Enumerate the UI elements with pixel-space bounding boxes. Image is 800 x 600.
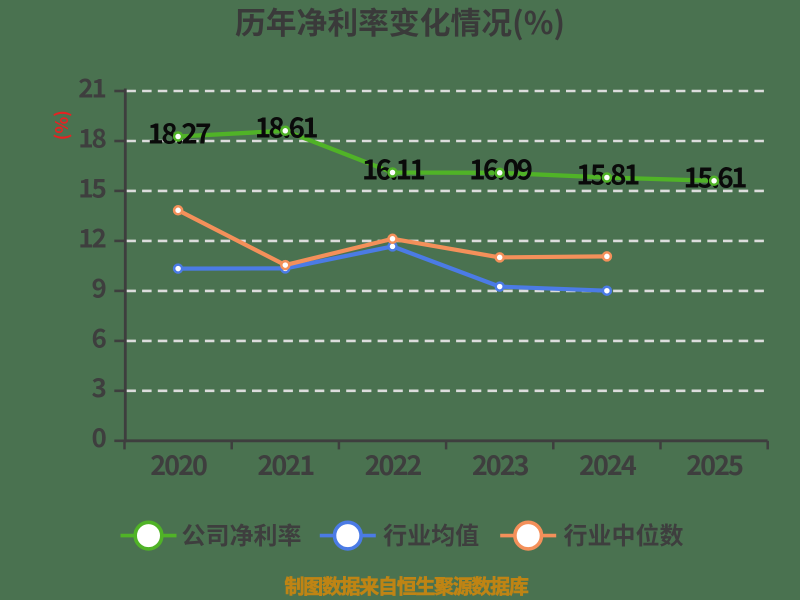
svg-text:2021: 2021 [257,444,314,483]
svg-text:行业中位数: 行业中位数 [564,516,684,551]
svg-text:18: 18 [78,118,106,155]
svg-text:2022: 2022 [365,444,422,483]
svg-text:2024: 2024 [579,444,637,483]
svg-text:2020: 2020 [150,444,207,483]
svg-text:2023: 2023 [472,444,529,483]
svg-text:2025: 2025 [686,444,743,483]
svg-text:公司净利率: 公司净利率 [182,516,302,551]
svg-text:12: 12 [78,218,105,255]
svg-text:(%): (%) [49,110,74,140]
svg-text:历年净利率变化情况(%): 历年净利率变化情况(%) [235,0,565,43]
svg-text:行业均值: 行业均值 [383,516,479,551]
svg-text:21: 21 [78,68,105,105]
svg-text:0: 0 [92,418,107,455]
svg-text:制图数据来自恒生聚源数据库: 制图数据来自恒生聚源数据库 [284,571,528,600]
svg-text:6: 6 [92,318,107,355]
svg-text:15: 15 [78,168,105,205]
svg-text:3: 3 [92,368,106,405]
svg-text:9: 9 [92,268,106,305]
